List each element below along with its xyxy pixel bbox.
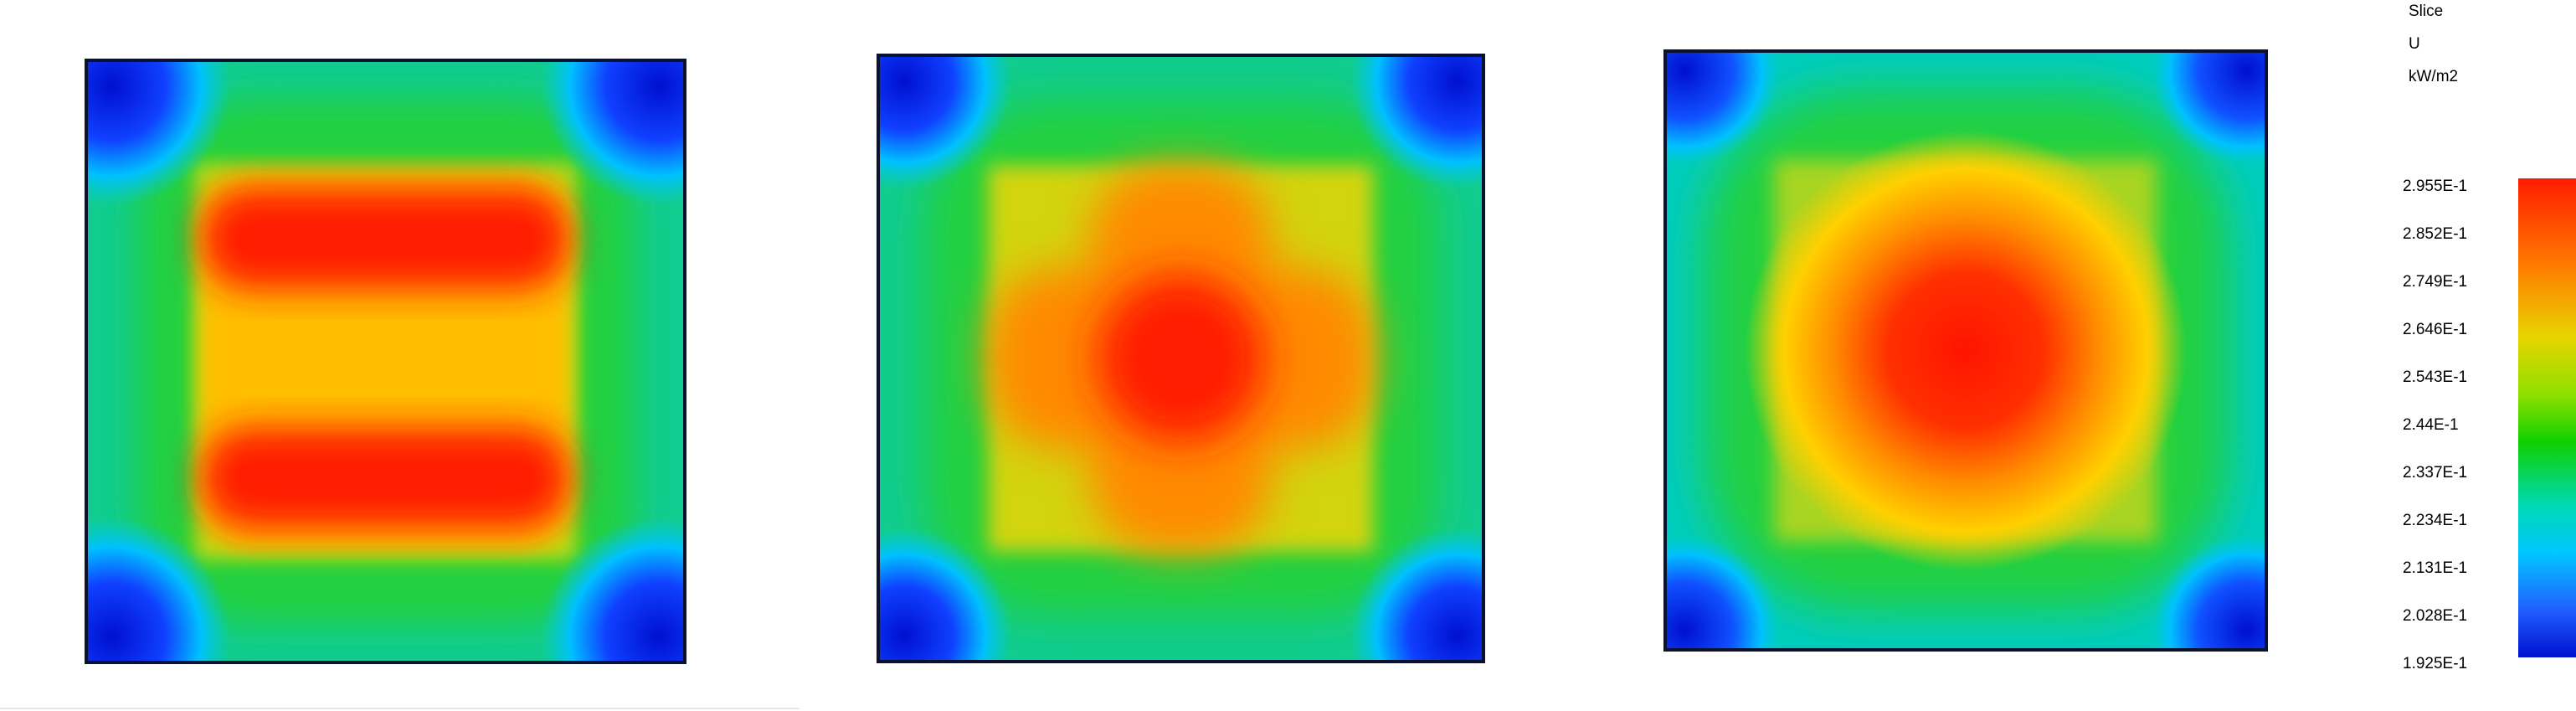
legend-tick-label: 2.955E-1 (2403, 178, 2468, 195)
cold-corner-top-left (1667, 53, 1781, 167)
legend-variable: U (2409, 35, 2420, 53)
legend-unit: kW/m2 (2409, 68, 2459, 85)
contour-panel-1 (85, 59, 686, 664)
contour-panel-3 (1663, 49, 2268, 652)
legend-tick-label: 2.234E-1 (2403, 512, 2468, 529)
cold-corner-bottom-left (880, 527, 1013, 660)
cold-corner-top-left (880, 57, 1013, 190)
color-scale-bar (2518, 178, 2576, 657)
contour-panel-2 (877, 54, 1485, 663)
contour-plot-2 (880, 57, 1482, 660)
legend-tick-label: 2.749E-1 (2403, 273, 2468, 291)
cold-corner-bottom-left (1667, 534, 1781, 648)
cold-corner-top-right (1349, 57, 1482, 190)
hot-band-top (201, 188, 570, 290)
legend-tick-label: 2.131E-1 (2403, 559, 2468, 577)
bottom-divider (0, 708, 800, 709)
legend-title: Slice (2409, 3, 2444, 20)
cold-corner-bottom-left (88, 517, 231, 661)
legend-tick-label: 2.337E-1 (2403, 464, 2468, 482)
legend-tick-label: 2.44E-1 (2403, 416, 2459, 434)
hot-band-bottom (201, 427, 570, 529)
cold-corner-bottom-right (2151, 534, 2265, 648)
contour-plot-1 (88, 62, 683, 661)
contour-plot-3 (1667, 53, 2265, 648)
cold-corner-top-right (540, 62, 683, 206)
hot-spot (1744, 130, 2188, 571)
cold-corner-bottom-right (1349, 527, 1482, 660)
legend-tick-label: 2.852E-1 (2403, 225, 2468, 243)
cold-corner-top-left (88, 62, 231, 206)
legend-tick-label: 2.646E-1 (2403, 321, 2468, 338)
cold-corner-top-right (2151, 53, 2265, 167)
hot-center (1096, 274, 1266, 443)
cold-corner-bottom-right (540, 517, 683, 661)
legend-tick-label: 2.028E-1 (2403, 607, 2468, 625)
legend-tick-label: 1.925E-1 (2403, 655, 2468, 672)
legend-tick-label: 2.543E-1 (2403, 368, 2468, 386)
